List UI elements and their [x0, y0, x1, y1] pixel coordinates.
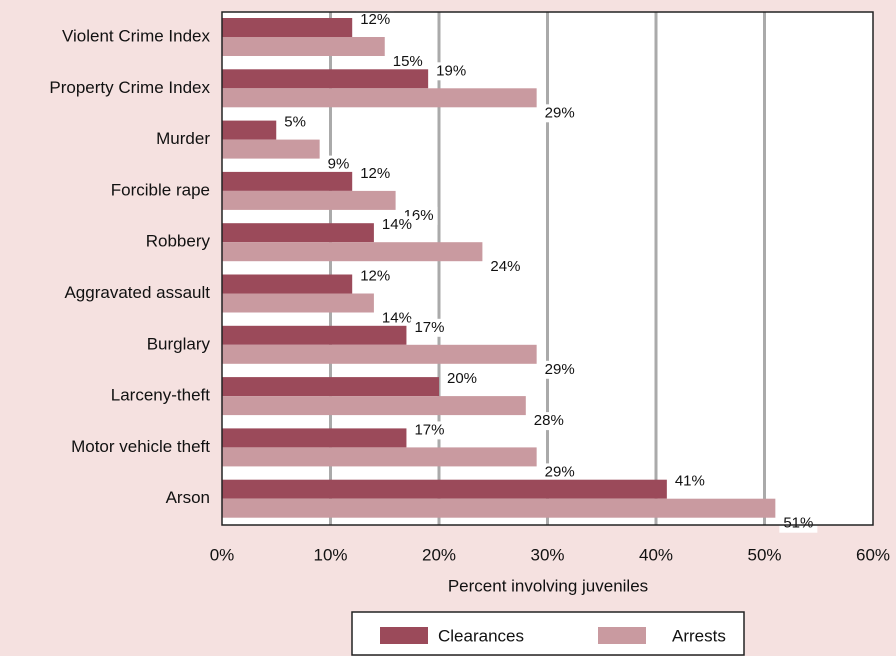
- bar: [222, 447, 537, 467]
- bar: [222, 88, 537, 108]
- bar: [222, 344, 537, 364]
- bar: [222, 377, 439, 397]
- bar: [222, 293, 374, 313]
- y-tick-label: Robbery: [146, 232, 211, 251]
- value-label-bg: [377, 216, 416, 235]
- value-label-bg: [410, 318, 449, 337]
- value-label-bg: [432, 62, 471, 81]
- y-tick-label: Aggravated assault: [64, 283, 210, 302]
- value-label: 12%: [360, 11, 390, 28]
- x-tick-label: 10%: [313, 545, 347, 564]
- bar: [222, 479, 667, 499]
- y-tick-label: Motor vehicle theft: [71, 437, 210, 456]
- value-label: 41%: [675, 473, 705, 490]
- bar: [222, 18, 353, 37]
- value-label-bg: [529, 412, 568, 431]
- legend-swatch: [380, 627, 428, 644]
- legend-swatch: [598, 627, 646, 644]
- bar: [222, 139, 320, 159]
- value-label-bg: [486, 258, 525, 277]
- y-tick-label: Murder: [156, 129, 210, 148]
- y-tick-label: Larceny-theft: [111, 386, 210, 405]
- value-label: 51%: [783, 515, 813, 532]
- value-label: 15%: [393, 53, 423, 70]
- value-label: 14%: [382, 309, 412, 326]
- value-label: 9%: [328, 156, 350, 173]
- bar: [222, 223, 374, 243]
- bar: [222, 120, 277, 140]
- value-label: 19%: [436, 62, 466, 79]
- value-label-bg: [540, 360, 579, 379]
- value-label-bg: [356, 11, 395, 29]
- value-label: 20%: [447, 370, 477, 387]
- plot-border: [221, 11, 874, 526]
- bar: [222, 428, 407, 448]
- value-label-bg: [280, 113, 319, 132]
- value-label-bg: [356, 267, 395, 286]
- x-tick-label: 50%: [747, 545, 781, 564]
- y-tick-label: Violent Crime Index: [62, 26, 211, 45]
- bar: [222, 171, 353, 191]
- value-label-bg: [388, 53, 427, 71]
- x-tick-label: 40%: [639, 545, 673, 564]
- bar: [222, 274, 353, 294]
- y-tick-label: Burglary: [147, 334, 211, 353]
- value-label-bg: [540, 104, 579, 123]
- legend-label: Arrests: [672, 626, 726, 645]
- bar: [222, 498, 776, 518]
- value-label-bg: [779, 514, 818, 533]
- value-label: 5%: [284, 114, 306, 131]
- value-label: 12%: [360, 267, 390, 284]
- value-label-bg: [443, 370, 481, 389]
- value-label: 29%: [545, 361, 575, 378]
- x-tick-label: 0%: [210, 545, 235, 564]
- value-label-bg: [323, 155, 362, 174]
- value-label-bg: [377, 309, 416, 328]
- value-label: 24%: [490, 258, 520, 275]
- legend-label: Clearances: [438, 626, 524, 645]
- value-label-bg: [410, 421, 449, 440]
- x-axis-title: Percent involving juveniles: [448, 576, 648, 595]
- y-tick-label: Forcible rape: [111, 180, 210, 199]
- value-label-bg: [670, 472, 709, 491]
- bar: [222, 325, 407, 345]
- value-label: 17%: [414, 421, 444, 438]
- x-tick-label: 30%: [530, 545, 564, 564]
- value-label-bg: [356, 164, 395, 183]
- bar: [222, 69, 429, 89]
- x-tick-label: 20%: [422, 545, 456, 564]
- bar: [222, 190, 396, 210]
- value-label: 28%: [534, 412, 564, 429]
- y-tick-label: Arson: [166, 488, 210, 507]
- value-label: 17%: [414, 319, 444, 336]
- bar: [222, 37, 385, 56]
- bar: [222, 396, 526, 416]
- value-label: 14%: [382, 216, 412, 233]
- value-label: 29%: [545, 463, 575, 480]
- value-label-bg: [540, 463, 579, 482]
- value-label: 12%: [360, 165, 390, 182]
- x-tick-label: 60%: [856, 545, 890, 564]
- y-tick-label: Property Crime Index: [49, 78, 210, 97]
- bar: [222, 242, 483, 262]
- value-label: 29%: [545, 104, 575, 121]
